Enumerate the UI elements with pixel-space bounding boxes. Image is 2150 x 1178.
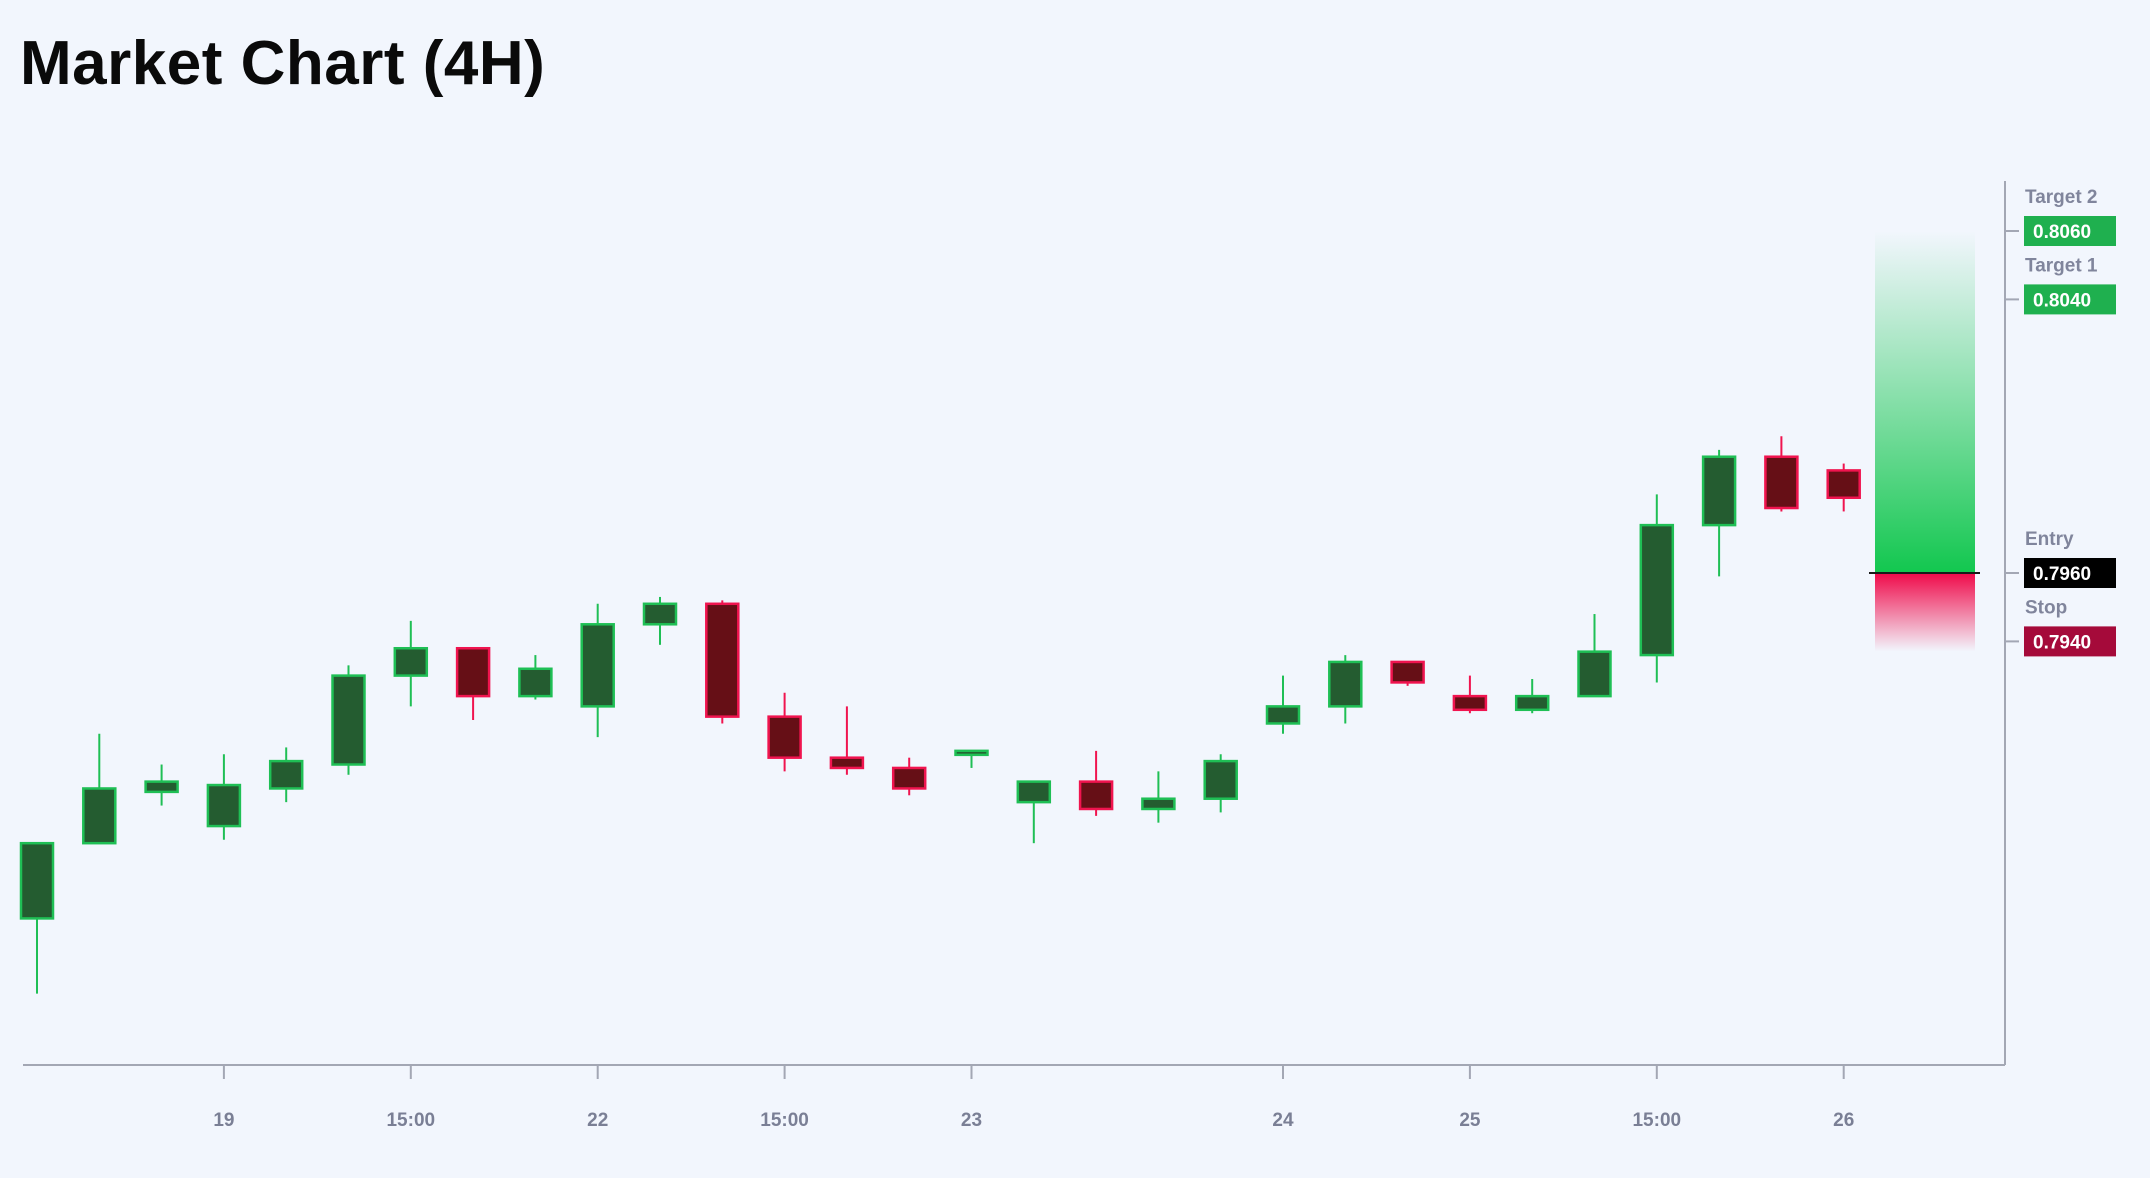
x-tick-label: 26 (1833, 1110, 1854, 1131)
candle-body (393, 646, 429, 677)
level-value: 0.8060 (2033, 222, 2091, 243)
candle (331, 665, 366, 775)
x-tick-label: 25 (1459, 1110, 1481, 1131)
candle (206, 754, 242, 840)
candle-body (829, 756, 865, 770)
candle-body (1452, 694, 1488, 712)
candle (1701, 449, 1737, 577)
candle (518, 655, 553, 700)
x-tick-label: 22 (587, 1110, 608, 1131)
candle-body (767, 715, 802, 759)
x-tick-label: 15:00 (1632, 1110, 1681, 1131)
candle (1328, 655, 1363, 724)
candle (1390, 660, 1425, 686)
candle (1577, 614, 1612, 698)
candle-body (1078, 780, 1114, 811)
price-level: Target 1 0.8040 (2005, 255, 2116, 315)
level-name: Stop (2025, 597, 2067, 618)
candle-body (954, 749, 989, 757)
candle (1639, 494, 1675, 683)
candle (455, 646, 491, 721)
level-value: 0.7940 (2033, 632, 2091, 653)
level-badge (2024, 216, 2116, 246)
candle (1203, 754, 1238, 813)
level-badge (2024, 284, 2116, 315)
candle (19, 841, 55, 994)
level-value: 0.7960 (2033, 564, 2091, 585)
candle (1016, 780, 1052, 844)
candle (268, 747, 304, 803)
x-tick-label: 24 (1272, 1110, 1294, 1131)
chart-title: Market Chart (4H) (20, 29, 546, 98)
level-name: Entry (2025, 529, 2074, 550)
candle (1452, 675, 1488, 714)
candle-body (1390, 660, 1425, 684)
candle-body (705, 602, 740, 718)
candle-body (1514, 694, 1550, 712)
candle (1078, 750, 1114, 816)
candle (144, 764, 179, 806)
candle (1265, 675, 1301, 734)
x-tick-label: 23 (961, 1110, 982, 1131)
candle-body (1639, 523, 1675, 657)
x-tick-label: 15:00 (386, 1110, 435, 1131)
trade-zone (1869, 231, 1980, 652)
candle-body (331, 674, 366, 766)
candle (1141, 771, 1176, 823)
candle-body (1577, 650, 1612, 698)
candle-body (1764, 455, 1799, 510)
candle-body (455, 646, 491, 698)
candle-body (268, 759, 304, 790)
candle-body (1265, 705, 1301, 725)
price-level: Entry 0.7960 (2005, 529, 2116, 588)
candle (891, 757, 927, 796)
candle (1826, 463, 1861, 512)
price-level: Stop 0.7940 (2005, 597, 2116, 657)
profit-zone (1875, 231, 1975, 573)
level-name: Target 1 (2025, 255, 2098, 276)
candle (705, 600, 740, 724)
candle-body (19, 841, 55, 920)
candle-body (1328, 660, 1363, 708)
axes: 19 15:00 22 15:00 23 24 25 15:00 26 (23, 181, 2006, 1131)
candle (829, 706, 865, 775)
candle-body (580, 623, 615, 708)
candle-body (82, 787, 117, 845)
candle (767, 692, 802, 772)
candles (19, 436, 1861, 994)
candle-body (518, 667, 553, 698)
price-levels: Target 2 0.8060 Target 1 0.8040 Entry 0.7960 S… (2005, 187, 2116, 657)
level-name: Target 2 (2025, 187, 2098, 208)
candle-body (891, 766, 927, 790)
candle (393, 620, 429, 707)
level-badge (2024, 626, 2116, 657)
candle-body (642, 602, 678, 626)
candle (642, 596, 678, 645)
candle-body (1141, 797, 1176, 811)
level-badge (2024, 558, 2116, 588)
candle (82, 733, 117, 845)
candle-body (144, 780, 179, 794)
loss-zone (1875, 573, 1975, 652)
candle-body (1826, 469, 1861, 500)
candle (954, 749, 989, 768)
candle-body (1701, 455, 1737, 527)
candle-body (1203, 759, 1238, 800)
x-tick-label: 19 (213, 1110, 234, 1131)
candle (1764, 436, 1799, 512)
price-level: Target 2 0.8060 (2005, 187, 2116, 246)
candle (580, 603, 615, 738)
candle-body (206, 783, 242, 828)
candle-body (1016, 780, 1052, 804)
x-tick-label: 15:00 (760, 1110, 809, 1131)
candle (1514, 679, 1550, 714)
level-value: 0.8040 (2033, 290, 2091, 311)
